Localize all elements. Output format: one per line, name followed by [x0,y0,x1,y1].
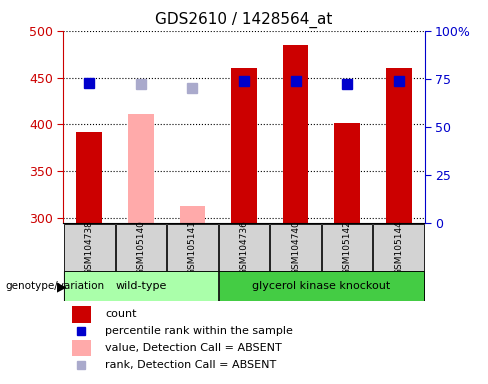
Text: GSM105142: GSM105142 [343,220,352,275]
Text: GSM104740: GSM104740 [291,220,300,275]
Text: GSM104736: GSM104736 [240,220,248,275]
Text: percentile rank within the sample: percentile rank within the sample [105,326,293,336]
Title: GDS2610 / 1428564_at: GDS2610 / 1428564_at [155,12,333,28]
Bar [386,68,412,223]
Text: GSM105141: GSM105141 [188,220,197,275]
Bar [128,114,154,223]
Text: count: count [105,309,137,319]
Bar [283,45,308,223]
Text: GSM105144: GSM105144 [394,220,403,275]
Text: value, Detection Call = ABSENT: value, Detection Call = ABSENT [105,343,282,353]
Text: ▶: ▶ [57,280,67,293]
Bar [270,224,321,271]
Bar [73,340,91,356]
Bar [373,224,424,271]
Text: glycerol kinase knockout: glycerol kinase knockout [252,281,390,291]
Bar [322,224,372,271]
Bar [116,224,166,271]
Bar [219,271,424,301]
Bar [73,306,91,323]
Bar [180,206,205,223]
Text: genotype/variation: genotype/variation [5,281,104,291]
Bar [64,224,115,271]
Bar [167,224,218,271]
Bar [76,132,102,223]
Bar [231,68,257,223]
Text: GSM105140: GSM105140 [136,220,145,275]
Text: GSM104738: GSM104738 [85,220,94,275]
Bar [64,271,218,301]
Text: wild-type: wild-type [115,281,166,291]
Bar [219,224,269,271]
Text: rank, Detection Call = ABSENT: rank, Detection Call = ABSENT [105,360,276,370]
Bar [334,123,360,223]
